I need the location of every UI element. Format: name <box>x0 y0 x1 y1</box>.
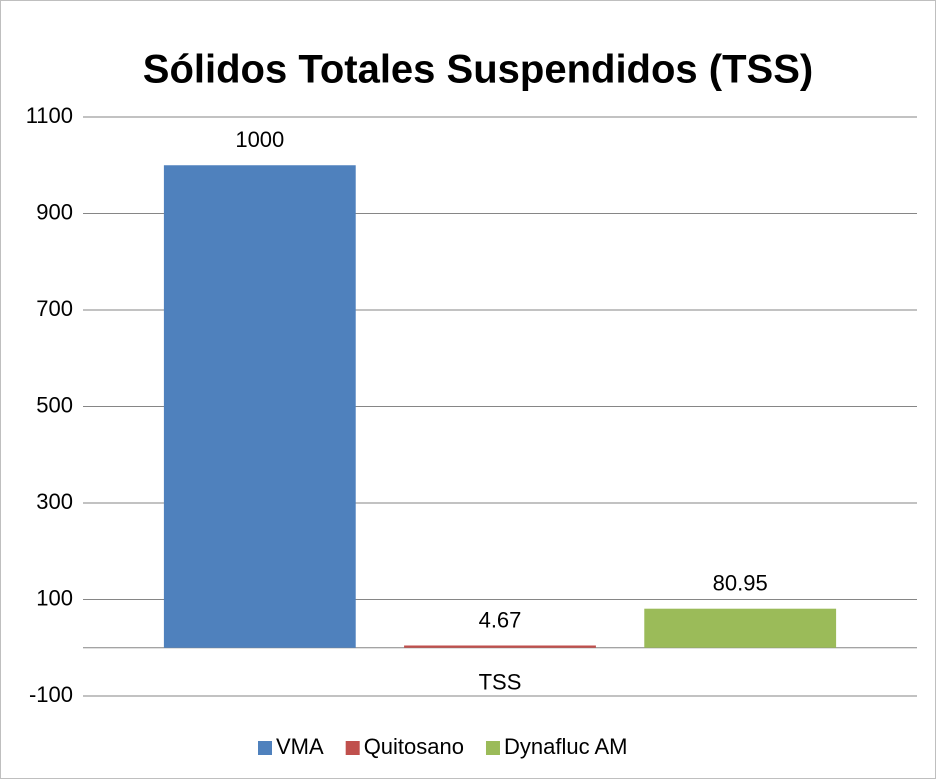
legend-swatch <box>345 741 360 755</box>
y-tick-label: 1100 <box>26 103 73 128</box>
legend-swatch <box>258 741 272 755</box>
legend-swatch <box>485 741 500 755</box>
y-tick-label: 100 <box>36 585 73 610</box>
y-tick-label: 900 <box>36 199 73 224</box>
bar <box>404 645 596 648</box>
legend-label: VMA <box>276 734 324 759</box>
y-tick-label: 700 <box>36 296 73 321</box>
legend-label: Dynafluc AM <box>504 734 628 759</box>
chart-title: Sólidos Totales Suspendidos (TSS) <box>143 48 813 92</box>
y-tick-label: -100 <box>29 682 73 707</box>
bar <box>644 608 837 648</box>
x-tick-label: TSS <box>479 670 522 695</box>
y-tick-label: 300 <box>36 489 73 514</box>
data-label: 80.95 <box>713 571 768 596</box>
bar <box>163 165 356 648</box>
data-label: 1000 <box>235 127 284 152</box>
legend-label: Quitosano <box>364 734 464 759</box>
data-label: 4.67 <box>479 607 522 632</box>
y-tick-label: 500 <box>36 392 73 417</box>
